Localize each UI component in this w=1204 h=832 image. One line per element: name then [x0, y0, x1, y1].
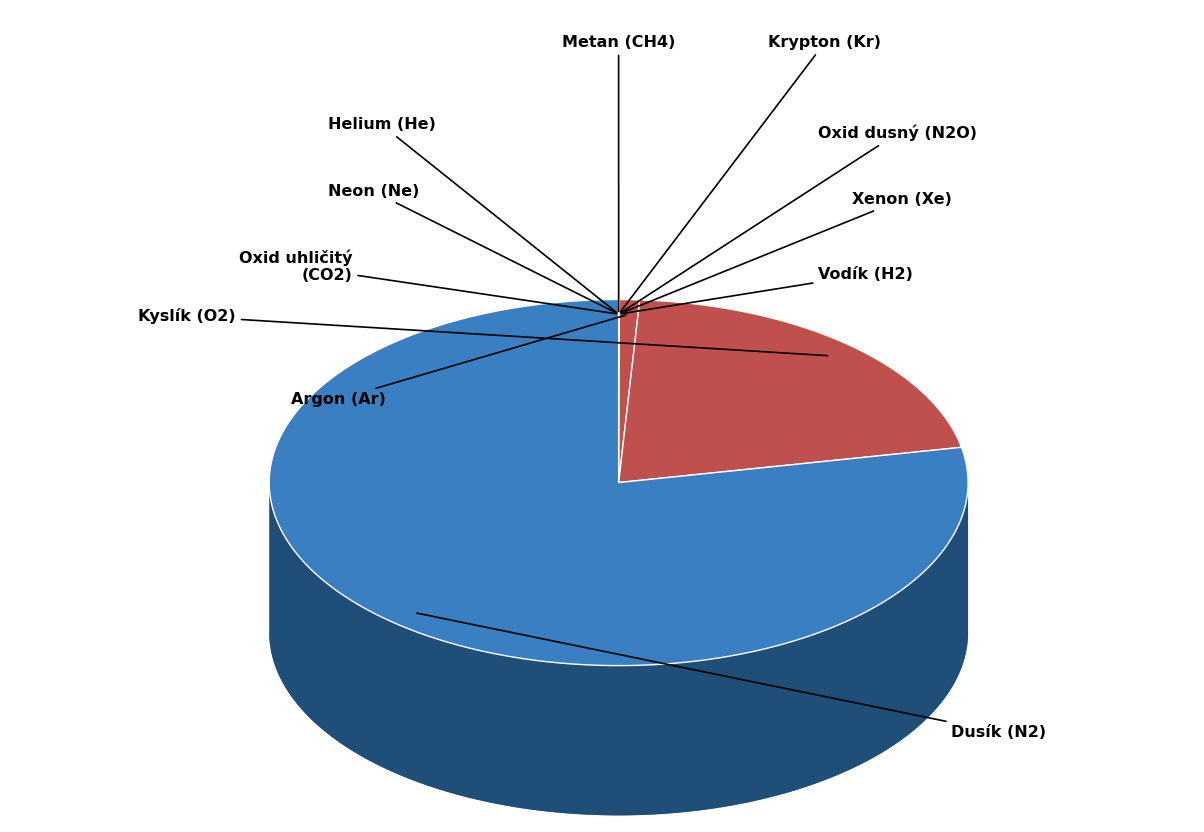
Text: Neon (Ne): Neon (Ne): [327, 184, 616, 313]
Text: Xenon (Xe): Xenon (Xe): [621, 192, 951, 313]
Text: Argon (Ar): Argon (Ar): [291, 315, 626, 407]
Text: Dusík (N2): Dusík (N2): [417, 613, 1046, 740]
Polygon shape: [270, 632, 968, 815]
Polygon shape: [619, 300, 639, 483]
Text: Oxid dusný (N2O): Oxid dusný (N2O): [621, 125, 978, 313]
Text: Vodík (H2): Vodík (H2): [621, 267, 913, 314]
Text: Krypton (Kr): Krypton (Kr): [620, 35, 881, 312]
Text: Kyslík (O2): Kyslík (O2): [138, 308, 827, 355]
Polygon shape: [619, 300, 962, 483]
Polygon shape: [270, 300, 968, 666]
Text: Metan (CH4): Metan (CH4): [562, 35, 675, 311]
Text: Oxid uhličitý
(CO2): Oxid uhličitý (CO2): [238, 250, 616, 314]
Text: Helium (He): Helium (He): [327, 117, 616, 313]
Polygon shape: [270, 483, 968, 815]
